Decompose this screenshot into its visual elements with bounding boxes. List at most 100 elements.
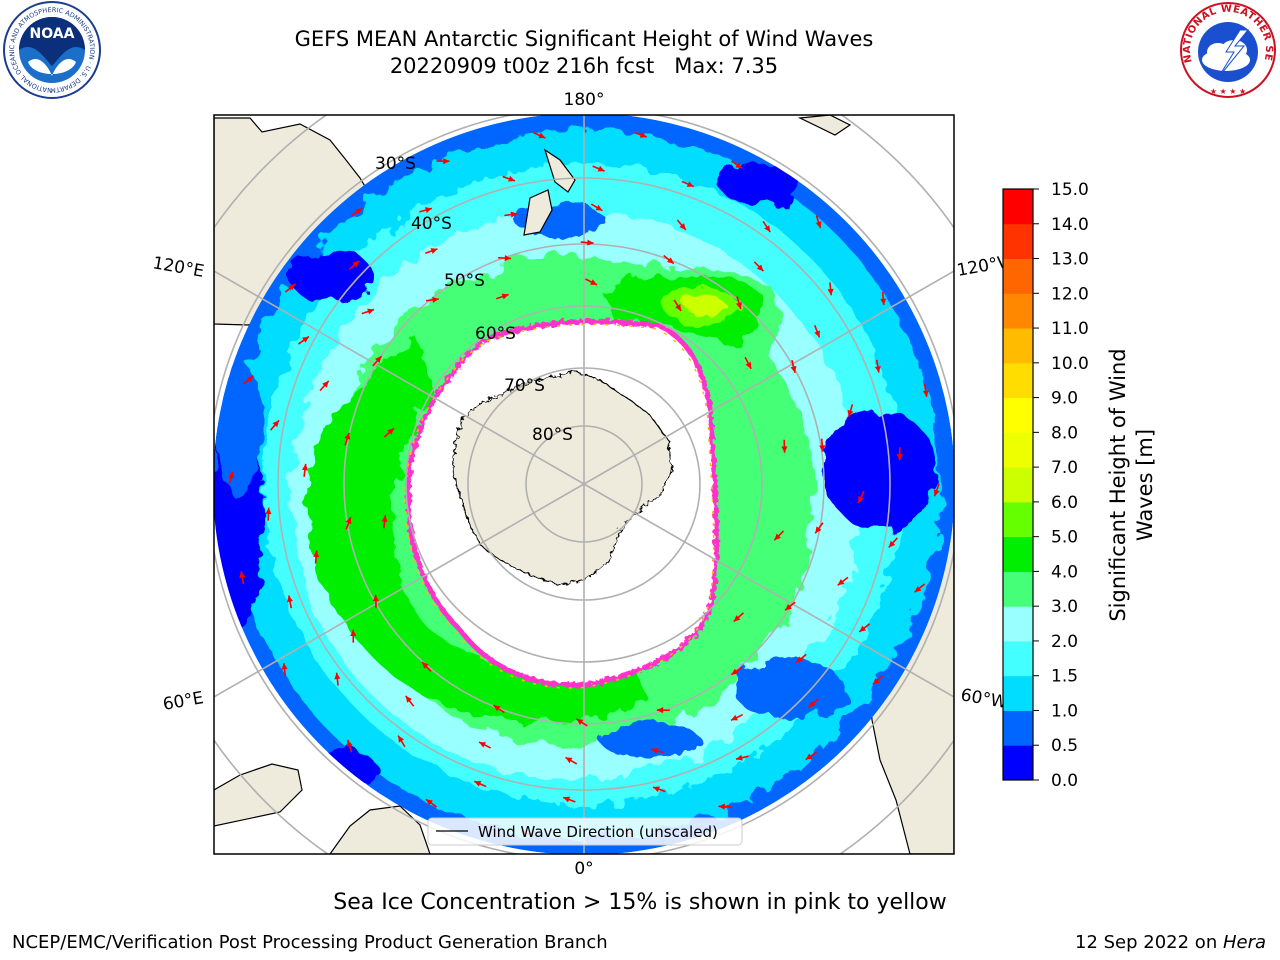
wave-direction-arrowhead [367,308,375,315]
meridian-label-120e: 120°E [151,253,205,282]
meridian-label-60e: 60°E [161,688,205,715]
wave-direction-arrowhead [345,517,352,524]
new-zealand-land [523,148,576,236]
wave-direction-arrowhead [914,585,922,593]
colorbar-tick-label: 0.0 [1051,771,1078,791]
wave-direction-arrowhead [888,540,896,548]
wave-direction-arrowhead [538,132,546,139]
meridian-label-180: 180° [564,90,605,110]
wave-direction-arrowhead [874,365,881,373]
wave-direction-arrowhead [493,705,501,712]
colorbar-tick-label: 14.0 [1051,215,1089,235]
colorbar: 0.0 0.5 1.0 1.5 2.0 3.0 4.0 5.0 6.0 7.0 8.0 9.0 10.0… [1002,180,1089,791]
noaa-logo-text: NOAA [30,26,75,42]
wave-direction-arrowhead [686,181,694,187]
colorbar-segment [1003,328,1033,364]
legend-label: Wind Wave Direction (unscaled) [478,823,718,841]
wave-direction-arrowhead [355,208,363,215]
colorbar-segment [1003,397,1033,433]
colorbar-segment [1003,501,1033,538]
wave-direction-arrowhead [656,707,664,714]
wave-direction-arrowhead [381,515,388,522]
wave-direction-arrowhead [474,781,482,787]
parallel-label: 60°S [475,324,516,344]
wave-direction-arrowhead [422,662,429,669]
wave-direction-arrowhead [880,298,887,306]
wave-direction-arrowhead [735,754,743,761]
colorbar-segment [1003,710,1033,746]
wave-direction-arrowhead [346,739,353,747]
wave-direction-arrowhead [730,714,738,721]
wave-direction-arrowhead [933,489,940,497]
colorbar-tick-label: 4.0 [1051,562,1078,582]
wave-direction-arrowhead [288,283,296,291]
wave-direction-arrowhead [313,550,320,558]
wave-direction-arrowhead [735,162,743,169]
meridian-label-0: 0° [574,859,593,879]
wave-direction-arrowhead [774,533,781,541]
colorbar-tick-label: 1.0 [1051,701,1078,721]
wave-direction-arrowhead [805,753,813,760]
colorbar-segment [1003,606,1033,642]
colorbar-segment [1003,536,1033,572]
map-frame [213,114,955,855]
wave-direction-arrowhead [735,302,742,309]
wave-direction-arrowhead [334,672,341,680]
wave-direction-arrowhead [858,495,864,503]
wave-direction-arrowhead [286,595,293,603]
wave-direction-arrowhead [565,757,573,764]
colorbar-segment [1003,432,1033,468]
colorbar-label-line1: Significant Height of Wind [1106,348,1130,621]
nws-logo: NATIONAL WEATHER SERVICE ★ ★ ★ ★ [1178,0,1276,98]
wave-direction-arrowhead [352,260,360,268]
colorbar-segment [1003,467,1033,503]
wave-direction-arrowhead [756,264,764,272]
wave-direction-arrowhead [432,296,439,303]
map-legend: Wind Wave Direction (unscaled) [427,817,743,846]
colorbar-tick-label: 5.0 [1051,528,1078,548]
wave-direction-arrowhead [302,336,309,343]
colorbar-label-line2: Waves [m] [1133,429,1157,541]
wave-direction-arrowhead [265,507,272,515]
wave-direction-arrowhead [301,463,308,471]
parallel-label: 30°S [375,154,416,174]
wave-direction-arrowhead [733,615,741,622]
colorbar-tick-label: 2.0 [1051,632,1078,652]
wave-direction-arrowhead [590,279,598,285]
wave-direction-arrowhead [239,571,246,578]
wave-direction-arrowhead [790,365,797,373]
wave-direction-arrowhead [675,303,682,311]
parallel-labels: 30°S 40°S 50°S 60°S 70°S 80°S [375,154,573,445]
wave-direction-arrowhead [745,361,752,369]
wave-direction-arrowhead [859,625,867,632]
wave-direction-arrowhead [808,700,816,708]
wave-direction-arrowhead [781,446,788,453]
wave-direction-arrowhead [387,428,395,435]
colorbar-tick-label: 1.5 [1051,667,1078,687]
wave-direction-arrowhead [281,663,288,670]
colorbar-tick-label: 11.0 [1051,319,1089,339]
meridian-label-60w: 60°W [959,685,1009,713]
colorbar-segment [1003,223,1033,260]
wave-direction-arrowhead [827,288,834,296]
wave-direction-arrowhead [246,375,254,383]
wave-direction-arrowhead [501,293,509,300]
colorbar-segment [1003,258,1033,294]
generation-date: 12 Sep 2022 on Hera [1075,932,1266,953]
wave-direction-arrowhead [510,211,518,218]
wave-direction-arrowhead [785,603,792,611]
wave-direction-arrowhead [896,453,903,461]
wave-direction-arrowhead [272,420,280,428]
wave-direction-arrowhead [764,225,771,233]
wave-direction-arrowhead [372,594,379,602]
wave-direction-arrowhead [666,257,674,264]
wave-direction-arrowhead [443,158,450,165]
colorbar-tick-label: 13.0 [1051,250,1089,270]
producer-credit: NCEP/EMC/Verification Post Processing Pr… [12,932,608,953]
parallel-label: 70°S [504,376,545,396]
colorbar-frame [1002,188,1034,781]
colorbar-tick-label: 6.0 [1051,493,1078,513]
wave-direction-arrowhead [796,656,804,663]
wave-direction-arrowhead [595,204,603,211]
